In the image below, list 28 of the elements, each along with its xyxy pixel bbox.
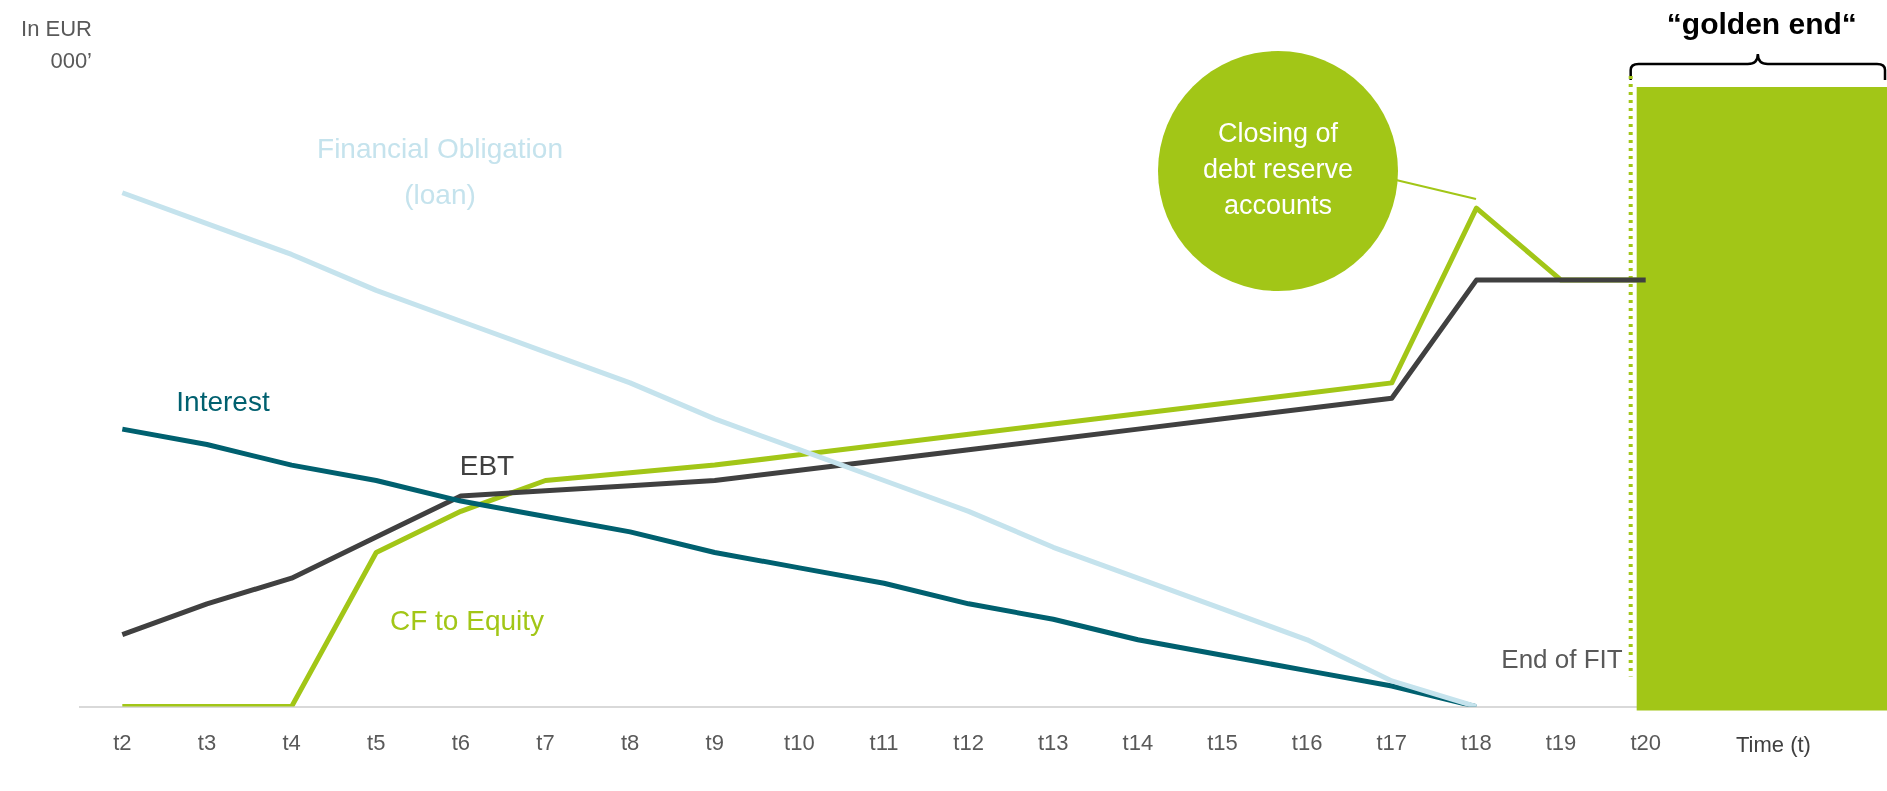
x-tick-label: t16: [1291, 729, 1323, 755]
x-tick-label: t7: [536, 729, 555, 755]
x-tick-label: t6: [451, 729, 471, 755]
x-tick-label: t11: [869, 729, 899, 755]
x-tick-label: t4: [282, 729, 301, 755]
x-tick-label: t20: [1630, 729, 1661, 755]
x-tick-label: t15: [1207, 729, 1238, 755]
annotation: Closing of debt reserve accounts: [1202, 118, 1354, 221]
x-tick-label: t13: [1037, 729, 1069, 755]
ref-line-label: End of FIT: [1501, 643, 1623, 674]
band-label: “golden end“: [1666, 7, 1857, 41]
series-label: Interest: [176, 385, 270, 417]
text: In EUR 000’: [21, 16, 92, 74]
x-tick-label: t8: [620, 729, 640, 755]
series-label: Financial Obligation (loan): [317, 132, 563, 210]
x-tick-label: t2: [113, 729, 132, 755]
x-tick-label: t3: [197, 729, 217, 755]
series-label: CF to Equity: [389, 604, 545, 636]
x-tick-label: t17: [1376, 729, 1408, 755]
x-tick-label: t9: [705, 729, 724, 755]
x-tick-label: t12: [953, 729, 984, 755]
x-tick-label: t14: [1122, 729, 1154, 755]
x-tick-label: t10: [784, 729, 815, 755]
series-label: EBT: [459, 449, 515, 481]
x-tick-label: t18: [1461, 729, 1492, 755]
x-tick-label: t5: [367, 729, 386, 755]
x-axis-title: Time (t): [1736, 731, 1811, 757]
x-tick-label: t19: [1545, 729, 1577, 755]
